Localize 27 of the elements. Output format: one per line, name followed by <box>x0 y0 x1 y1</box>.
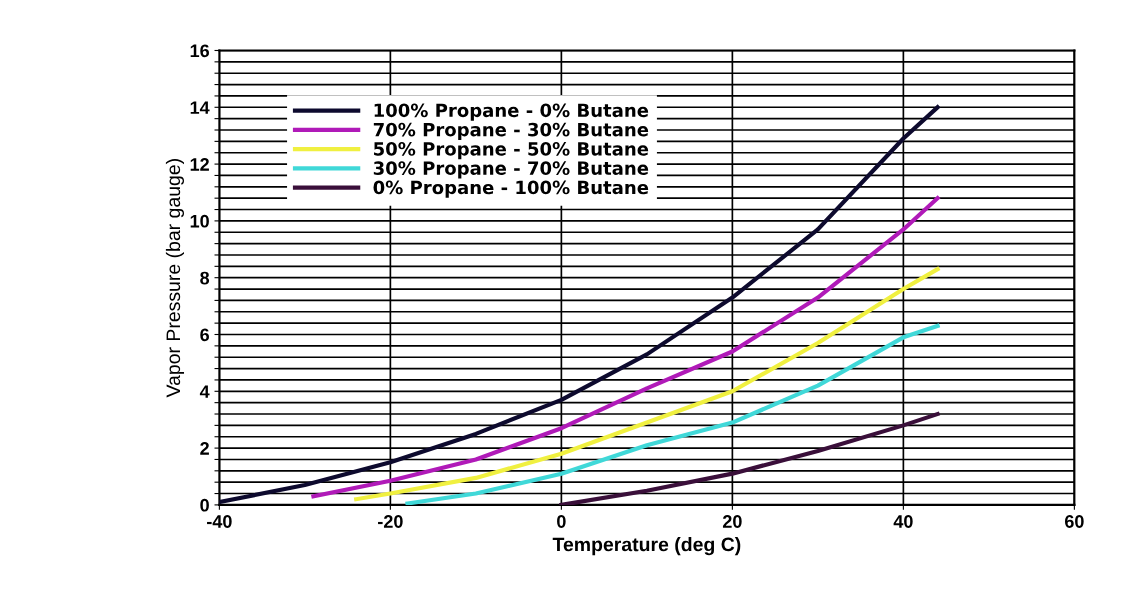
x-tick-label: 60 <box>1064 515 1084 528</box>
y-axis-title: Vapor Pressure (bar gauge) <box>165 159 185 398</box>
y-tick-label: 14 <box>190 101 210 114</box>
x-tick-label: 40 <box>893 515 913 528</box>
y-tick-label: 6 <box>200 328 209 342</box>
legend-label: 70% Propane - 30% Butane <box>373 122 649 140</box>
line-series <box>219 105 940 505</box>
y-tick-label: 12 <box>190 158 209 171</box>
x-tick-label: 20 <box>722 515 742 528</box>
line-series <box>354 267 940 502</box>
y-tick-label: 8 <box>200 271 210 285</box>
line-series <box>405 323 940 505</box>
legend-label: 100% Propane - 0% Butane <box>374 103 649 121</box>
legend-label: 0% Propane - 100% Butane <box>373 180 649 198</box>
legend-label: 30% Propane - 70% Butane <box>373 161 649 179</box>
y-tick-label: 2 <box>200 442 209 455</box>
y-tick-label: 0 <box>200 498 209 512</box>
x-tick-label: -40 <box>207 515 232 528</box>
y-tick-label: 4 <box>199 385 210 398</box>
x-tick-label: 0 <box>557 515 566 528</box>
y-tick-label: 10 <box>190 214 209 228</box>
x-axis-title: Temperature (deg C) <box>552 537 741 556</box>
line-series <box>311 196 940 499</box>
x-tick-label: -20 <box>378 515 403 528</box>
line-series <box>559 411 940 505</box>
legend-label: 50% Propane - 50% Butane <box>374 142 649 160</box>
y-tick-label: 16 <box>190 44 209 58</box>
